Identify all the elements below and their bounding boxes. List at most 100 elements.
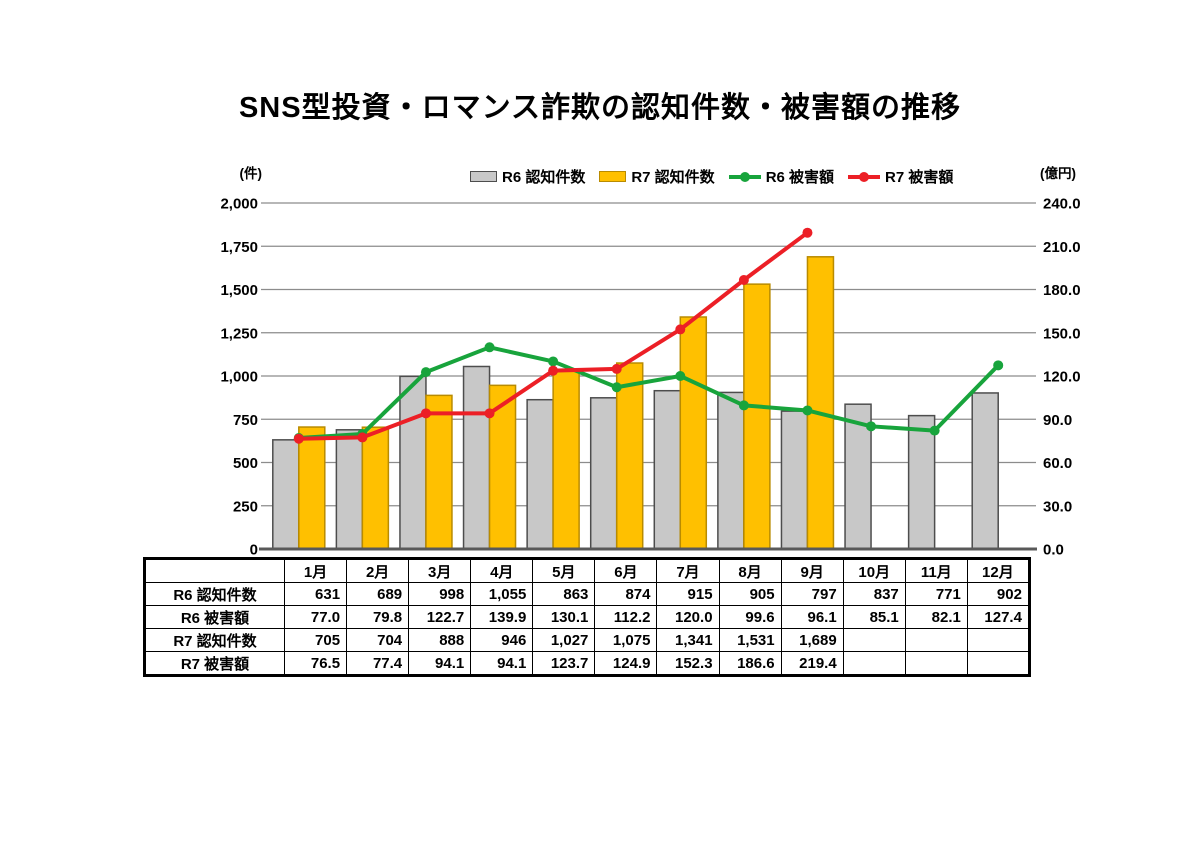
line-marker [866, 421, 877, 432]
bar [361, 426, 390, 550]
bar [298, 426, 326, 550]
table-col-header: 8月 [718, 558, 782, 583]
chart-title: SNS型投資・ロマンス詐欺の認知件数・被害額の推移 [238, 92, 962, 124]
bar [335, 429, 364, 550]
table-col-header: 7月 [656, 558, 720, 583]
table-cell: 1,689 [780, 628, 844, 652]
table-cell: 77.4 [346, 651, 410, 676]
bar [526, 398, 554, 550]
table-col-header: 4月 [470, 558, 534, 583]
line-path [296, 345, 1001, 440]
table-cell: 1,075 [594, 628, 658, 652]
right-axis-tick-label: 150.0 [1043, 325, 1081, 342]
table-cell: 705 [283, 628, 348, 652]
table-cell: 94.1 [470, 651, 534, 676]
legend-item-label: R6 被害額 [765, 169, 835, 186]
table-cell: 130.1 [532, 605, 596, 629]
table-cell: 837 [842, 582, 906, 606]
right-axis-tick-label: 90.0 [1043, 412, 1072, 429]
table-cell: 79.8 [346, 605, 410, 629]
left-axis-tick-label: 1,750 [220, 239, 258, 256]
line-marker [675, 324, 686, 335]
table-cell: 689 [346, 582, 410, 606]
table-cell: 1,341 [656, 628, 720, 652]
table-row: R6 被害額 77.0 79.8 122.7 139.9 130.1 112.2 120.0 9… [144, 605, 1030, 629]
table-cell [904, 651, 968, 676]
table-cell: 186.6 [718, 651, 782, 676]
line-marker [738, 400, 749, 411]
table-cell: 124.9 [594, 651, 658, 676]
table-row-label: R6 認知件数 [144, 582, 285, 606]
line-marker [484, 408, 495, 419]
table-header-row: 1月 2月 3月 4月 5月 6月 7月 8月 9月 10月 11月 12月 [144, 558, 1030, 583]
bar [743, 283, 771, 550]
table-col-header: 5月 [532, 558, 596, 583]
table-cell: 127.4 [966, 605, 1030, 629]
table-cell: 902 [966, 582, 1030, 606]
left-axis-tick-label: 1,000 [220, 369, 258, 386]
bar [780, 410, 809, 550]
table-cell: 152.3 [656, 651, 720, 676]
line-marker [675, 371, 686, 381]
table-cell [842, 651, 906, 676]
line-marker [611, 363, 622, 374]
bar [425, 394, 453, 550]
legend-line-swatch-icon [848, 171, 881, 183]
bar [717, 391, 745, 550]
right-axis-tick-label: 120.0 [1043, 369, 1081, 386]
legend-item: R6 認知件数 [470, 166, 585, 187]
legend-line-swatch-icon [728, 171, 761, 183]
left-axis-tick-label: 750 [233, 412, 258, 429]
line-marker [548, 356, 559, 367]
table-cell: 94.1 [408, 651, 472, 676]
line-marker [357, 432, 368, 443]
line-series-r7 [293, 227, 813, 444]
table-cell: 946 [470, 628, 534, 652]
bar [907, 414, 936, 550]
table-cell: 771 [904, 582, 968, 606]
table-cell [966, 628, 1030, 652]
right-axis-tick-label: 30.0 [1043, 498, 1072, 515]
bar [399, 375, 427, 550]
bar [462, 365, 491, 550]
line-marker [802, 227, 813, 238]
table-cell: 85.1 [842, 605, 906, 629]
left-axis-tick-label: 0 [250, 542, 258, 559]
table-cell: 704 [346, 628, 410, 652]
bar [806, 256, 835, 550]
bar [679, 316, 708, 550]
table-row: R7 被害額 76.5 77.4 94.1 94.1 123.7 124.9 152.3 186… [144, 651, 1030, 676]
table-cell: 797 [780, 582, 844, 606]
gridlines [261, 202, 1036, 507]
bar [971, 392, 999, 550]
legend-item-label: R7 被害額 [885, 169, 954, 186]
line-marker [420, 367, 431, 378]
table-cell [966, 651, 1030, 676]
table-cell: 631 [283, 582, 348, 606]
table-row: R7 認知件数 705 704 888 946 1,027 1,075 1,341 1,531 1… [144, 628, 1030, 652]
table-cell: 888 [408, 628, 472, 652]
table-col-header: 12月 [966, 558, 1030, 583]
right-axis-tick-label: 60.0 [1043, 455, 1072, 472]
legend: R6 認知件数 R7 認知件数 R6 被害額 R7 被害額 [470, 166, 953, 187]
table-cell: 122.7 [408, 605, 472, 629]
legend-item: R7 被害額 [848, 166, 953, 187]
table-row-label: R7 認知件数 [144, 628, 285, 652]
legend-bar-swatch-icon [599, 171, 627, 182]
table-cell: 96.1 [780, 605, 844, 629]
table-row-label: R7 被害額 [144, 651, 285, 676]
right-axis-tick-label: 240.0 [1043, 196, 1081, 213]
table-col-header: 9月 [780, 558, 844, 583]
legend-item: R6 被害額 [728, 166, 835, 187]
line-marker [548, 365, 559, 376]
bar [589, 397, 618, 550]
left-axis-tick-label: 250 [233, 498, 258, 515]
legend-item: R7 認知件数 [599, 166, 715, 187]
left-axis-unit-label: (件) [239, 166, 263, 181]
table-cell: 863 [532, 582, 596, 606]
legend-item-label: R7 認知件数 [631, 169, 715, 186]
bar [615, 362, 644, 550]
line-marker [738, 274, 749, 285]
right-axis-tick-label: 0.0 [1043, 542, 1064, 559]
